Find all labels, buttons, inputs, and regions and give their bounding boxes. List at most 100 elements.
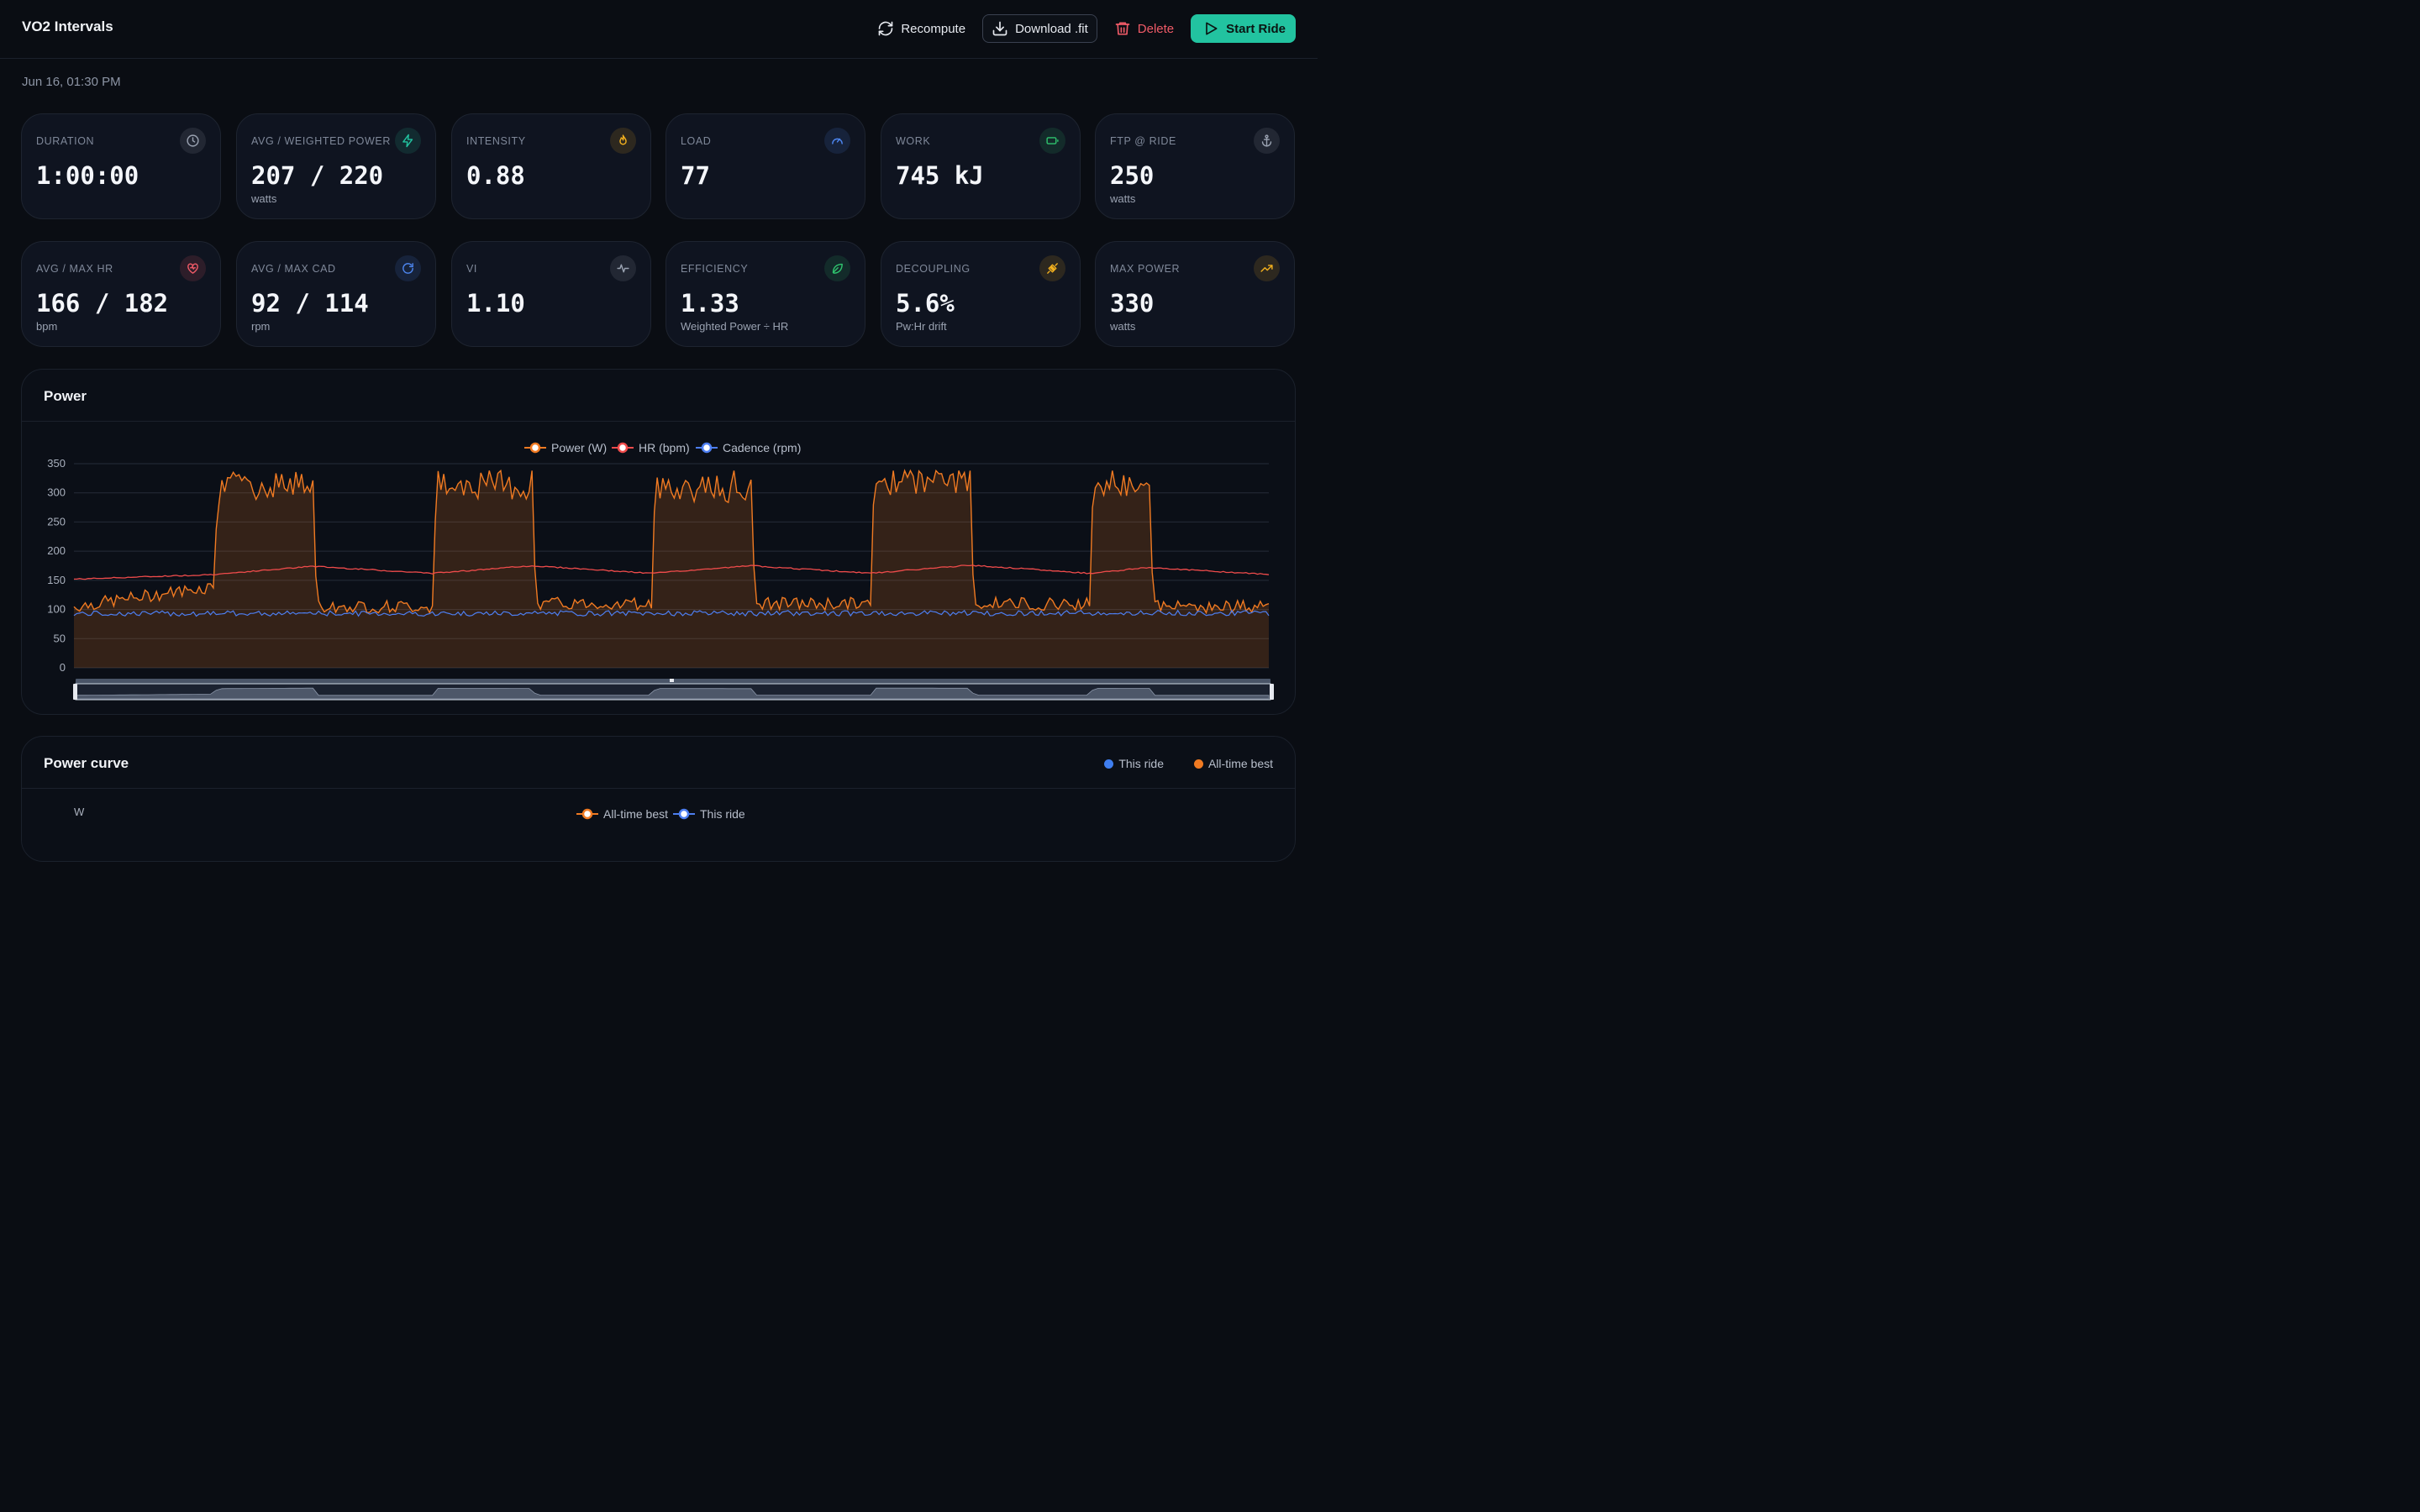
y-tick-label: 50 [54,632,66,644]
stat-unit: Weighted Power ÷ HR [681,320,789,333]
power-panel: Power 0 50 100 150 200 250 300 350 Power (W) HR (… [21,369,1296,715]
power-curve-title: Power curve [44,755,129,771]
stat-label: INTENSITY [466,135,526,147]
anchor-icon [1261,134,1272,147]
stat-label: DURATION [36,135,95,147]
stat-card-vi: VI 1.10 [451,241,651,347]
stat-icon-badge [610,255,636,281]
stat-value: 1.10 [466,289,525,318]
curve-legend-this: This ride [673,807,745,821]
zoom-slider-preview [73,687,1270,700]
battery-icon [1046,137,1059,144]
curve-y-unit: W [74,806,85,818]
stat-card-duration: DURATION 1:00:00 [21,113,221,219]
stat-unit: rpm [251,320,271,333]
delete-label: Delete [1137,21,1175,36]
trash-icon [1115,22,1130,35]
recompute-label: Recompute [901,21,966,36]
stat-value: 92 / 114 [251,289,369,318]
power-chart: 0 50 100 150 200 250 300 350 Power (W) HR (bpm) Ca… [47,441,1274,701]
legend-marker-icon [701,442,713,454]
y-tick-label: 250 [47,515,66,528]
stat-card-avg-weighted-power: AVG / WEIGHTED POWER 207 / 220 watts [236,113,436,219]
legend-label: HR (bpm) [639,441,690,454]
stat-card-intensity: INTENSITY 0.88 [451,113,651,219]
divider [22,788,1295,789]
legend-marker-icon [617,442,629,454]
stat-unit: watts [1110,320,1136,333]
leaf-icon [832,263,843,274]
stat-icon-badge [1254,255,1280,281]
stat-label: LOAD [681,135,712,147]
stat-value: 1:00:00 [36,161,139,190]
legend-all-time-best-label: All-time best [1207,757,1273,770]
y-tick-label: 300 [47,486,66,499]
stat-value: 5.6% [896,289,955,318]
stat-label: AVG / WEIGHTED POWER [251,135,391,147]
clock-icon [187,134,199,147]
y-tick-label: 100 [47,603,66,616]
stat-unit: watts [251,192,277,205]
stat-value: 207 / 220 [251,161,384,190]
stat-unit: Pw:Hr drift [896,320,947,333]
power-curve-panel: Power curve This ride All-time best W Al… [21,736,1296,862]
curve-legend-this-label: This ride [700,807,745,821]
download-fit-button[interactable]: Download .fit [982,14,1097,43]
stat-icon-badge [395,255,421,281]
trend-up-icon [1260,265,1273,272]
stat-icon-badge [180,128,206,154]
stat-label: AVG / MAX CAD [251,263,336,275]
blue-dot-icon [1104,759,1114,769]
legend-label: Power (W) [551,441,607,454]
power-series-line [73,469,1270,615]
stat-label: DECOUPLING [896,263,971,275]
zoom-handle-right [1270,684,1274,700]
stat-icon-badge [395,128,421,154]
stat-label: EFFICIENCY [681,263,749,275]
legend-this-ride: This ride [1104,757,1164,770]
stat-card-avg-max-hr: AVG / MAX HR 166 / 182 bpm [21,241,221,347]
cadence-series-line [73,609,1270,617]
download-label: Download .fit [1015,21,1088,36]
y-tick-label: 350 [47,457,66,470]
start-ride-button[interactable]: Start Ride [1191,14,1296,43]
header-actions: Recompute Download .fit Delete Start Rid… [869,14,1296,43]
stat-icon-badge [824,128,850,154]
stat-icon-badge [610,128,636,154]
zoom-handle-left [73,684,77,700]
stat-card-load: LOAD 77 [666,113,865,219]
play-icon [1206,22,1218,35]
stat-card-max-power: MAX POWER 330 watts [1095,241,1295,347]
divider [22,421,1295,422]
refresh-icon [402,263,413,274]
recompute-button[interactable]: Recompute [869,14,974,43]
y-tick-label: 150 [47,574,66,586]
legend-this-ride-label: This ride [1118,757,1164,770]
top-bar: VO2 Intervals Recompute Download .fit De… [0,0,1318,59]
stat-value: 250 [1110,161,1155,190]
delete-button[interactable]: Delete [1106,14,1182,43]
stat-label: VI [466,263,478,275]
y-tick-label: 200 [47,544,66,557]
start-ride-label: Start Ride [1226,21,1286,36]
stat-unit: watts [1110,192,1136,205]
stat-unit: bpm [36,320,58,333]
power-panel-title: Power [44,388,87,404]
lightning-icon [402,134,413,148]
stat-card-ftp-ride: FTP @ RIDE 250 watts [1095,113,1295,219]
stat-card-work: WORK 745 kJ [881,113,1081,219]
refresh-icon [879,21,893,36]
zoom-grip-icon [670,679,674,682]
stat-card-avg-max-cad: AVG / MAX CAD 92 / 114 rpm [236,241,436,347]
blue-line-marker-icon [673,808,695,820]
heart-icon [187,263,198,274]
stat-value: 1.33 [681,289,739,318]
stat-card-efficiency: EFFICIENCY 1.33 Weighted Power ÷ HR [666,241,865,347]
legend-label: Cadence (rpm) [723,441,801,454]
page-title: VO2 Intervals [22,18,113,34]
download-icon [992,21,1007,36]
plug-icon [1047,263,1058,274]
stat-value: 0.88 [466,161,525,190]
stat-card-decoupling: DECOUPLING 5.6% Pw:Hr drift [881,241,1081,347]
curve-legend-best: All-time best [576,807,668,821]
